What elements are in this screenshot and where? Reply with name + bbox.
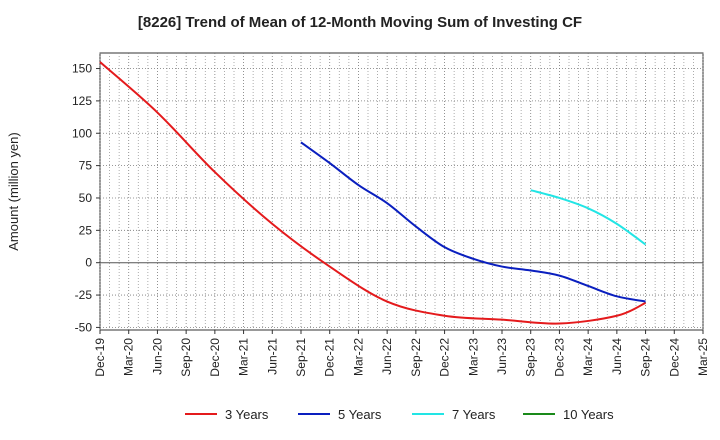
y-tick-label: 25 [79, 223, 93, 237]
x-tick-label: Mar-23 [466, 338, 480, 376]
x-tick-label: Jun-22 [380, 338, 394, 375]
x-tick-label: Mar-21 [237, 338, 251, 376]
x-tick-label: Sep-22 [409, 338, 423, 377]
x-tick-label: Jun-23 [495, 338, 509, 375]
x-tick-label: Sep-20 [179, 338, 193, 377]
x-tick-label: Dec-21 [323, 338, 337, 377]
series-line-3-years [99, 61, 647, 325]
y-axis-title: Amount (million yen) [6, 132, 21, 251]
x-tick-label: Jun-21 [265, 338, 279, 375]
series-layer [99, 61, 647, 325]
y-tick-label: 150 [72, 62, 92, 76]
x-tick-label: Mar-22 [351, 338, 365, 376]
legend-label: 3 Years [225, 407, 269, 422]
x-tick-label: Sep-24 [639, 338, 653, 377]
y-tick-label: 100 [72, 126, 92, 140]
legend-label: 10 Years [563, 407, 614, 422]
y-tick-label: 125 [72, 94, 92, 108]
x-tick-label: Dec-19 [93, 338, 107, 377]
chart-title: [8226] Trend of Mean of 12-Month Moving … [137, 14, 583, 31]
legend-label: 7 Years [452, 407, 496, 422]
x-tick-label: Dec-23 [552, 338, 566, 377]
x-tick-label: Jun-24 [610, 338, 624, 375]
legend-label: 5 Years [338, 407, 382, 422]
x-tick-label: Dec-24 [667, 338, 681, 377]
x-tick-label: Jun-20 [150, 338, 164, 375]
x-tick-label: Mar-24 [581, 338, 595, 376]
x-tick-label: Sep-21 [294, 338, 308, 377]
series-line-7-years [530, 189, 647, 246]
legend: 3 Years 5 Years 7 Years 10 Years [185, 407, 614, 422]
y-tick-label: 75 [79, 159, 93, 173]
y-tick-label: -50 [75, 320, 93, 334]
x-tick-label: Sep-23 [524, 338, 538, 377]
x-tick-label: Mar-20 [122, 338, 136, 376]
x-tick-label: Dec-22 [438, 338, 452, 377]
y-tick-label: 0 [85, 256, 92, 270]
y-tick-label: 50 [79, 191, 93, 205]
x-tick-label: Dec-20 [208, 338, 222, 377]
plot-frame [99, 52, 704, 331]
series-line-5-years [300, 141, 646, 303]
y-tick-label: -25 [75, 288, 93, 302]
x-tick-label: Mar-25 [696, 338, 710, 376]
grid-layer [99, 52, 704, 331]
